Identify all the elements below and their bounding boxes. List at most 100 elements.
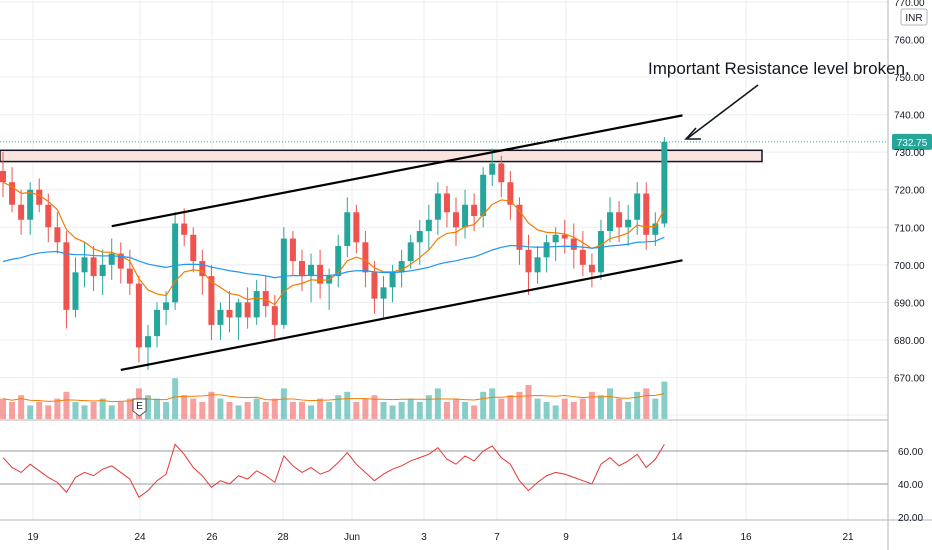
- currency-badge[interactable]: INR: [900, 8, 928, 26]
- rsi-axis-labels: 20.00 40.00 60.00: [898, 447, 923, 524]
- candle-body: [371, 272, 378, 299]
- price-tick-label: 710.00: [894, 223, 925, 234]
- volume-bar: [317, 398, 324, 419]
- volume-bar: [552, 405, 559, 419]
- volume-bars: [0, 378, 668, 419]
- candle-body: [588, 264, 595, 273]
- candle-body: [117, 253, 124, 269]
- volume-bar: [45, 405, 52, 419]
- volume-bar: [163, 402, 170, 419]
- volume-bar: [54, 398, 61, 419]
- volume-bar: [298, 402, 305, 419]
- candle-body: [63, 242, 70, 310]
- candle-body: [126, 268, 133, 284]
- candle-body: [317, 264, 324, 284]
- candle-body: [471, 204, 478, 217]
- volume-bar: [507, 395, 514, 419]
- volume-bar: [597, 395, 604, 419]
- candle-body: [108, 253, 115, 265]
- time-tick-label: 19: [27, 532, 39, 543]
- candle-body: [434, 193, 441, 220]
- volume-bar: [99, 398, 106, 419]
- volume-bar: [271, 398, 278, 419]
- volume-bar: [72, 402, 79, 419]
- time-axis-labels: 19 24 26 28 Jun 3 7 9 14 16 21: [27, 532, 854, 543]
- candle-body: [561, 234, 568, 239]
- candle-body: [362, 242, 369, 273]
- grid-lines: [0, 0, 888, 520]
- volume-bar: [407, 398, 414, 419]
- volume-bar: [253, 398, 260, 419]
- volume-bar: [235, 405, 242, 419]
- candle-body: [335, 246, 342, 277]
- volume-bar: [380, 402, 387, 419]
- candle-body: [616, 212, 623, 228]
- time-tick-label: 3: [421, 532, 427, 543]
- price-tick-label: 720.00: [894, 186, 925, 197]
- candle-body: [226, 309, 233, 318]
- volume-bar: [489, 388, 496, 419]
- price-tick-label: 670.00: [894, 373, 925, 384]
- volume-bar: [217, 398, 224, 419]
- candle-body: [271, 306, 278, 325]
- annotation-text[interactable]: Important Resistance level broken.: [648, 59, 910, 78]
- time-tick-label: Jun: [344, 532, 360, 543]
- time-tick-label: 7: [494, 532, 500, 543]
- candle-body: [498, 163, 505, 183]
- candle-body: [144, 336, 151, 348]
- candle-body: [462, 204, 469, 228]
- candle-body: [579, 249, 586, 265]
- channel-upper-trendline[interactable]: [111, 114, 683, 228]
- candle-body: [190, 234, 197, 262]
- volume-bar: [280, 388, 287, 419]
- last-price-badge: 732.75: [892, 133, 932, 150]
- volume-bar: [63, 391, 70, 419]
- ema-short-line: [2, 181, 665, 306]
- volume-bar: [471, 405, 478, 419]
- time-tick-label: 9: [563, 532, 569, 543]
- volume-bar: [289, 402, 296, 419]
- time-tick-label: 24: [134, 532, 146, 543]
- candle-body: [525, 249, 532, 273]
- volume-bar: [516, 391, 523, 419]
- volume-average-line: [2, 393, 665, 403]
- volume-bar: [18, 395, 25, 419]
- candle-body: [552, 234, 559, 243]
- rsi-line: [2, 443, 665, 498]
- volume-bar: [262, 402, 269, 419]
- candle-body: [308, 264, 315, 277]
- candle-body: [0, 170, 6, 183]
- candle-body: [443, 193, 450, 213]
- volume-bar: [425, 395, 432, 419]
- volume-bar: [643, 388, 650, 419]
- volume-bar: [362, 398, 369, 419]
- candle-body: [507, 182, 514, 205]
- volume-bar: [226, 402, 233, 419]
- volume-bar: [154, 398, 161, 419]
- candle-body: [570, 238, 577, 250]
- candle-body: [163, 302, 170, 310]
- resistance-zone[interactable]: [0, 149, 763, 163]
- volume-bar: [181, 395, 188, 419]
- channel-lower-trendline[interactable]: [120, 259, 683, 372]
- time-tick-label: 14: [671, 532, 683, 543]
- time-tick-label: 28: [277, 532, 289, 543]
- volume-bar: [371, 395, 378, 419]
- volume-bar: [398, 402, 405, 419]
- earnings-marker[interactable]: E: [132, 398, 147, 417]
- candle-body: [154, 309, 161, 337]
- volume-bar: [443, 402, 450, 419]
- volume-bar: [9, 402, 16, 419]
- candle-body: [634, 193, 641, 220]
- volume-bar: [0, 398, 6, 419]
- volume-bar: [588, 391, 595, 419]
- candle-body: [416, 231, 423, 243]
- volume-bar: [462, 402, 469, 419]
- candle-body: [54, 227, 61, 243]
- price-tick-label: 680.00: [894, 336, 925, 347]
- annotation-arrow: [684, 84, 759, 140]
- volume-bar: [480, 391, 487, 419]
- price-tick-label: 750.00: [894, 73, 925, 84]
- candle-body: [425, 219, 432, 232]
